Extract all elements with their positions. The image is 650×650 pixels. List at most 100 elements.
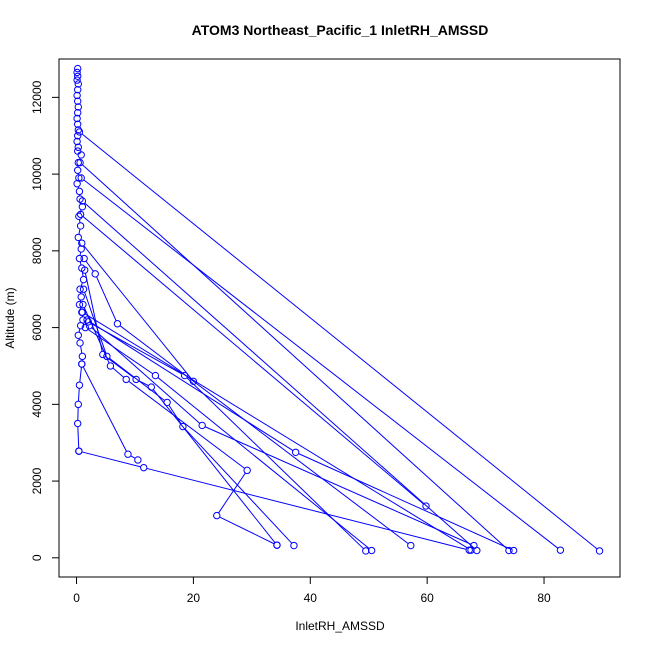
x-tick-label: 60 bbox=[420, 591, 434, 605]
data-point bbox=[74, 97, 82, 105]
series-segment bbox=[91, 327, 201, 424]
series-segment bbox=[119, 325, 409, 545]
series-segment bbox=[78, 228, 81, 235]
data-point bbox=[79, 275, 88, 284]
data-point bbox=[103, 352, 111, 361]
data-point bbox=[74, 147, 82, 155]
series-segment bbox=[82, 164, 507, 549]
data-point bbox=[75, 447, 83, 455]
series-segment bbox=[146, 467, 467, 550]
data-point bbox=[465, 546, 473, 554]
data-point bbox=[505, 546, 513, 555]
data-point bbox=[99, 350, 107, 359]
data-point bbox=[273, 541, 281, 549]
series-segment bbox=[109, 357, 165, 401]
data-point bbox=[179, 422, 187, 431]
data-point bbox=[80, 254, 88, 263]
y-axis: 0 2000 4000 6000 8000 10000 12000 bbox=[30, 80, 59, 561]
data-point bbox=[78, 352, 87, 361]
series-segment bbox=[80, 346, 83, 354]
data-point bbox=[422, 502, 430, 510]
x-tick-label: 0 bbox=[73, 591, 80, 605]
data-point bbox=[77, 245, 85, 253]
series-segment bbox=[89, 321, 294, 452]
data-point bbox=[76, 222, 85, 230]
data-point bbox=[407, 541, 415, 550]
y-tick-label: 6000 bbox=[30, 314, 44, 341]
plot-frame bbox=[58, 58, 621, 578]
data-point bbox=[367, 546, 376, 555]
series-segment bbox=[218, 472, 246, 514]
series-segment bbox=[204, 426, 472, 545]
data-point bbox=[73, 68, 81, 77]
data-point bbox=[132, 375, 140, 384]
series-segment bbox=[84, 292, 107, 354]
y-tick-label: 12000 bbox=[30, 80, 44, 114]
data-point bbox=[74, 331, 82, 339]
x-tick-label: 20 bbox=[187, 591, 201, 605]
data-point bbox=[75, 212, 83, 221]
series-segment bbox=[298, 453, 511, 550]
data-point bbox=[180, 371, 189, 380]
data-point bbox=[78, 308, 87, 316]
x-axis: 0 20 40 60 80 bbox=[73, 577, 551, 605]
series-segment bbox=[79, 261, 82, 266]
series-segment bbox=[112, 367, 125, 378]
series-segment bbox=[82, 366, 127, 452]
data-point bbox=[85, 321, 94, 330]
y-tick-label: 2000 bbox=[30, 467, 44, 494]
series-segment bbox=[81, 133, 598, 550]
data-point bbox=[76, 210, 85, 219]
series-segment bbox=[78, 328, 81, 333]
data-point bbox=[74, 80, 82, 88]
data-point bbox=[74, 143, 82, 151]
data-point bbox=[76, 321, 85, 330]
x-tick-label: 80 bbox=[537, 591, 551, 605]
data-point bbox=[74, 126, 82, 134]
data-point bbox=[75, 128, 84, 136]
data-point bbox=[75, 300, 84, 309]
data-point bbox=[163, 398, 171, 407]
data-point bbox=[73, 180, 81, 188]
data-point bbox=[122, 375, 130, 384]
data-point bbox=[113, 320, 122, 328]
data-point bbox=[78, 239, 86, 247]
data-point bbox=[124, 450, 132, 458]
series-segment bbox=[78, 219, 81, 223]
series-segment bbox=[83, 245, 192, 380]
data-point bbox=[134, 456, 142, 464]
data-point bbox=[73, 114, 81, 123]
data-point bbox=[74, 120, 82, 128]
data-point bbox=[106, 362, 115, 370]
series-segment bbox=[128, 380, 245, 469]
series-segment bbox=[96, 276, 117, 322]
data-point bbox=[151, 371, 160, 380]
data-point bbox=[74, 132, 82, 140]
data-point bbox=[76, 339, 84, 347]
data-point bbox=[556, 546, 565, 554]
data-point bbox=[84, 318, 92, 326]
data-point bbox=[595, 547, 604, 555]
data-point bbox=[198, 421, 206, 430]
data-point bbox=[509, 546, 518, 555]
data-point bbox=[74, 85, 82, 94]
series-segment bbox=[77, 388, 80, 402]
series-segment bbox=[84, 273, 103, 352]
data-point bbox=[74, 72, 82, 80]
series-segment bbox=[130, 455, 136, 459]
series-segment bbox=[84, 202, 475, 549]
data-point bbox=[243, 466, 251, 475]
data-point bbox=[213, 511, 221, 520]
series-segment bbox=[219, 516, 275, 545]
data-point bbox=[77, 151, 85, 159]
series-segment bbox=[80, 282, 83, 287]
data-point bbox=[78, 203, 87, 211]
data-point bbox=[147, 383, 156, 391]
series-segment bbox=[79, 251, 82, 256]
x-axis-label: InletRH_AMSSD bbox=[295, 619, 385, 633]
data-point bbox=[140, 463, 148, 472]
data-point bbox=[74, 64, 82, 73]
series-segment bbox=[84, 313, 469, 549]
series-segment bbox=[77, 426, 80, 448]
